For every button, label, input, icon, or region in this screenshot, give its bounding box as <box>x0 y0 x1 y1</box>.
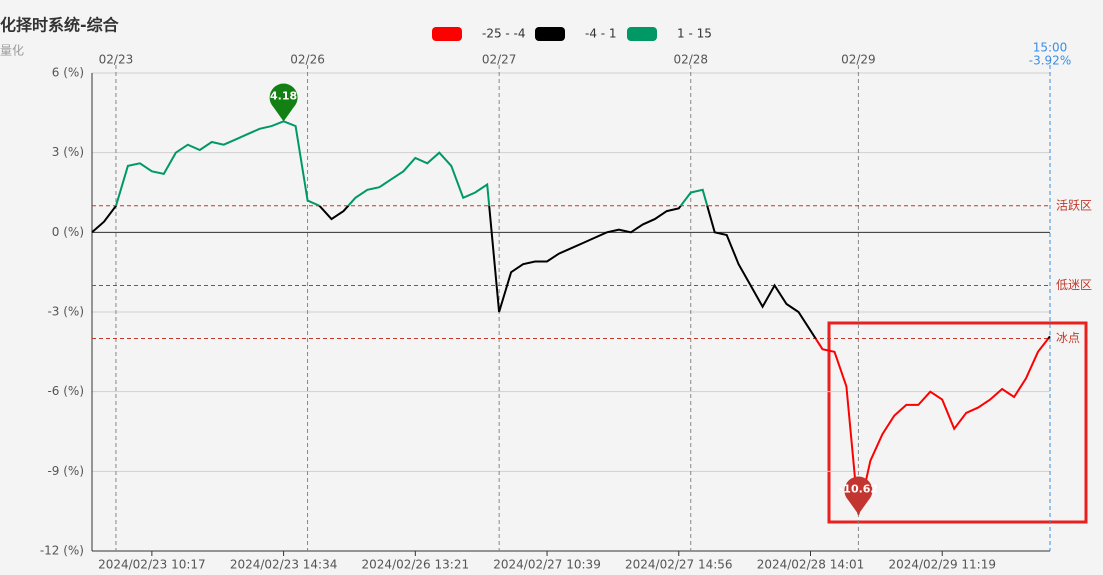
x-tick-label: 2024/02/23 10:17 <box>98 558 206 572</box>
end-value: -3.92% <box>1029 54 1071 68</box>
legend-swatch <box>432 27 462 41</box>
legend-label: -25 - -4 <box>482 27 526 41</box>
day-label: 02/26 <box>290 53 325 67</box>
legend-label: 1 - 15 <box>677 27 712 41</box>
day-label: 02/29 <box>841 53 876 67</box>
end-time: 15:00 <box>1033 41 1068 55</box>
day-label: 02/28 <box>673 53 708 67</box>
marker-label: -10.62 <box>839 482 878 495</box>
x-tick-label: 2024/02/23 14:34 <box>230 558 338 572</box>
chart-subtitle: 量化 <box>0 44 24 58</box>
marker-pin <box>269 83 298 122</box>
y-tick-label: 3 (%) <box>52 145 84 159</box>
y-tick-label: -3 (%) <box>47 305 84 319</box>
legend-label: -4 - 1 <box>585 27 617 41</box>
y-tick-label: -6 (%) <box>47 384 84 398</box>
marker-pin <box>844 476 873 515</box>
y-tick-label: 6 (%) <box>52 66 84 80</box>
mark-line-label: 活跃区 <box>1056 198 1092 212</box>
mark-line-label: 冰点 <box>1056 331 1080 345</box>
y-tick-label: -12 (%) <box>40 544 84 558</box>
x-tick-label: 2024/02/29 11:19 <box>888 558 996 572</box>
x-tick-label: 2024/02/27 14:56 <box>625 558 733 572</box>
mark-line-label: 低迷区 <box>1056 278 1092 292</box>
marker-label: 4.18 <box>270 89 297 102</box>
day-label: 02/23 <box>99 53 134 67</box>
series-line <box>91 120 1051 515</box>
x-tick-label: 2024/02/27 10:39 <box>493 558 601 572</box>
y-tick-label: 0 (%) <box>52 225 84 239</box>
x-tick-label: 2024/02/26 13:21 <box>362 558 470 572</box>
chart-title: 化择时系统-综合 <box>0 16 120 35</box>
y-tick-label: -9 (%) <box>47 464 84 478</box>
x-tick-label: 2024/02/28 14:01 <box>757 558 865 572</box>
highlight-box <box>827 321 1088 524</box>
day-label: 02/27 <box>482 53 517 67</box>
legend-swatch <box>627 27 657 41</box>
legend-swatch <box>535 27 565 41</box>
